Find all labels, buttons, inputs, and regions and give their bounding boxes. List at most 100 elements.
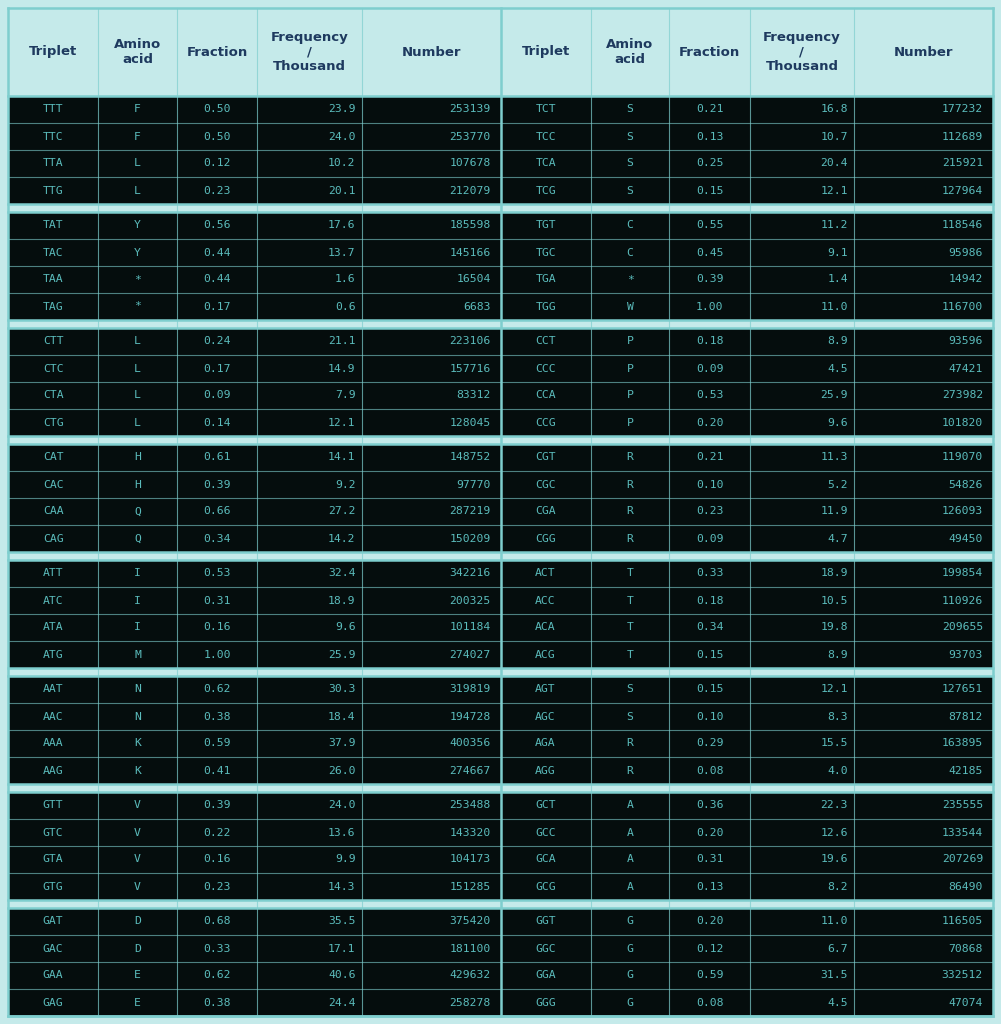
Text: 104173: 104173	[449, 854, 490, 864]
Bar	[8, 239, 500, 266]
Text: Triplet: Triplet	[29, 45, 77, 58]
Text: 0.09: 0.09	[696, 534, 724, 544]
Text: S: S	[627, 712, 634, 722]
Text: TGT: TGT	[536, 220, 556, 230]
Bar	[500, 676, 993, 703]
Text: 32.4: 32.4	[328, 568, 355, 579]
Text: 0.34: 0.34	[696, 623, 724, 633]
Text: 0.44: 0.44	[203, 248, 231, 257]
Text: CCA: CCA	[536, 390, 556, 400]
Text: 4.5: 4.5	[828, 997, 848, 1008]
Text: 207269: 207269	[942, 854, 983, 864]
Bar	[8, 319, 993, 328]
Text: ACC: ACC	[536, 596, 556, 605]
Text: S: S	[627, 159, 634, 169]
Text: A: A	[627, 882, 634, 892]
Text: 25.9: 25.9	[821, 390, 848, 400]
Text: 0.18: 0.18	[696, 596, 724, 605]
Text: 0.33: 0.33	[696, 568, 724, 579]
Text: 127964: 127964	[942, 185, 983, 196]
Text: L: L	[134, 337, 141, 346]
Text: 14942: 14942	[949, 274, 983, 285]
Text: 15.5: 15.5	[821, 738, 848, 749]
Text: R: R	[627, 766, 634, 775]
Text: Q: Q	[134, 507, 141, 516]
Text: AAC: AAC	[43, 712, 63, 722]
Text: 11.3: 11.3	[821, 453, 848, 463]
Text: 18.9: 18.9	[821, 568, 848, 579]
Text: W: W	[627, 301, 634, 311]
Text: CGG: CGG	[536, 534, 556, 544]
Bar	[500, 792, 993, 819]
Text: 0.14: 0.14	[203, 418, 231, 427]
Text: 27.2: 27.2	[328, 507, 355, 516]
Text: 0.44: 0.44	[203, 274, 231, 285]
Text: 54826: 54826	[949, 479, 983, 489]
Text: 6683: 6683	[463, 301, 490, 311]
Text: 163895: 163895	[942, 738, 983, 749]
Text: 0.38: 0.38	[203, 997, 231, 1008]
Bar	[8, 525, 500, 552]
Text: TGG: TGG	[536, 301, 556, 311]
Bar	[500, 444, 993, 471]
Text: 93703: 93703	[949, 649, 983, 659]
Text: Fraction: Fraction	[186, 45, 247, 58]
Text: 258278: 258278	[449, 997, 490, 1008]
Text: CCC: CCC	[536, 364, 556, 374]
Text: 0.12: 0.12	[696, 943, 724, 953]
Bar	[8, 676, 500, 703]
Bar	[8, 873, 500, 900]
Text: 13.6: 13.6	[328, 827, 355, 838]
Text: 11.0: 11.0	[821, 301, 848, 311]
Text: V: V	[134, 854, 141, 864]
Text: 24.4: 24.4	[328, 997, 355, 1008]
Bar	[500, 935, 993, 962]
Bar	[500, 239, 993, 266]
Text: ATA: ATA	[43, 623, 63, 633]
Text: C: C	[627, 220, 634, 230]
Text: 107678: 107678	[449, 159, 490, 169]
Text: Number: Number	[894, 45, 953, 58]
Text: 9.2: 9.2	[335, 479, 355, 489]
Text: L: L	[134, 185, 141, 196]
Text: 0.55: 0.55	[696, 220, 724, 230]
Text: S: S	[627, 131, 634, 141]
Text: G: G	[627, 943, 634, 953]
Text: 0.23: 0.23	[203, 882, 231, 892]
Text: 215921: 215921	[942, 159, 983, 169]
Text: 11.9: 11.9	[821, 507, 848, 516]
Text: 0.10: 0.10	[696, 479, 724, 489]
Text: 0.50: 0.50	[203, 104, 231, 115]
Text: T: T	[627, 649, 634, 659]
Text: CTT: CTT	[43, 337, 63, 346]
Text: 0.66: 0.66	[203, 507, 231, 516]
Text: 0.33: 0.33	[203, 943, 231, 953]
Text: 287219: 287219	[449, 507, 490, 516]
Text: 145166: 145166	[449, 248, 490, 257]
Bar	[8, 560, 500, 587]
Bar	[8, 498, 500, 525]
Text: ATG: ATG	[43, 649, 63, 659]
Text: 0.17: 0.17	[203, 301, 231, 311]
Text: 119070: 119070	[942, 453, 983, 463]
Text: 0.53: 0.53	[696, 390, 724, 400]
Bar	[500, 212, 993, 239]
Bar	[500, 123, 993, 150]
Text: 42185: 42185	[949, 766, 983, 775]
Text: 0.50: 0.50	[203, 131, 231, 141]
Text: TCT: TCT	[536, 104, 556, 115]
Text: 116700: 116700	[942, 301, 983, 311]
Text: 0.18: 0.18	[696, 337, 724, 346]
Bar	[500, 355, 993, 382]
Text: AGC: AGC	[536, 712, 556, 722]
Bar	[500, 587, 993, 614]
Text: C: C	[627, 248, 634, 257]
Text: Amino
acid: Amino acid	[607, 38, 654, 66]
Text: 0.68: 0.68	[203, 916, 231, 927]
Bar	[500, 382, 993, 409]
Text: S: S	[627, 104, 634, 115]
Text: 16.8: 16.8	[821, 104, 848, 115]
Text: 17.6: 17.6	[328, 220, 355, 230]
Text: 273982: 273982	[942, 390, 983, 400]
Text: 12.6: 12.6	[821, 827, 848, 838]
